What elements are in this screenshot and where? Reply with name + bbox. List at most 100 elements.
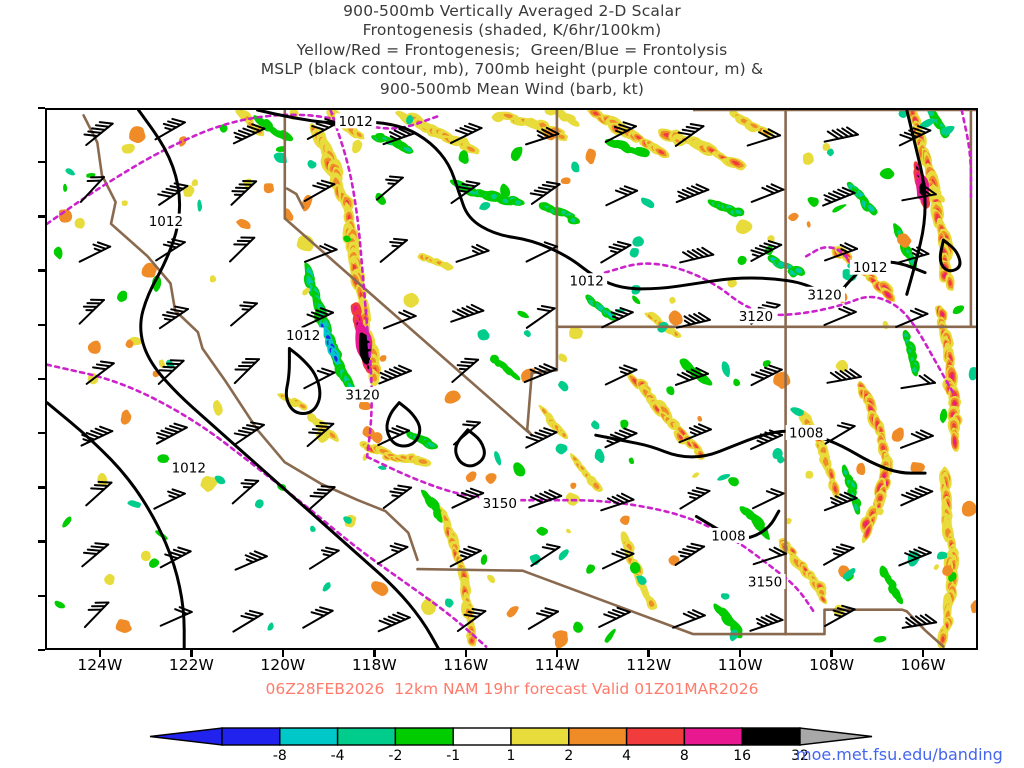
wind-barb [674, 122, 705, 147]
colorbar-tick-label: -2 [388, 748, 403, 764]
wind-barb [527, 607, 560, 630]
wind-barb [601, 548, 635, 570]
contour-label: 3120 [807, 287, 841, 303]
wind-barb [230, 301, 258, 327]
wind-barb [823, 305, 857, 327]
colorbar: -8 -4 -2 -1 1 2 4 8 16 32 [0, 726, 1024, 768]
contour-label: 1012 [853, 260, 887, 276]
lat-tick [38, 486, 45, 489]
wind-barb [529, 180, 561, 205]
wind-barb [675, 183, 710, 204]
wind-barb [824, 242, 858, 262]
lon-label: 110W [717, 656, 763, 674]
lat-tick [38, 269, 45, 272]
wind-barb [303, 243, 338, 263]
title-line-4: MSLP (black contour, mb), 700mb height (… [260, 60, 764, 79]
wind-barb [749, 613, 784, 632]
wind-barb [378, 364, 412, 385]
longitude-axis: 124W 122W 120W 118W 116W 114W 112W 110W 108W 106W [45, 650, 978, 680]
wind-barb [158, 305, 190, 330]
lat-tick [38, 323, 45, 327]
wind-barb [449, 545, 482, 568]
wind-barb [228, 236, 256, 263]
wind-barb [826, 368, 862, 384]
lon-label: 112W [626, 656, 672, 674]
wind-barb [231, 479, 260, 505]
chart-title: 900-500mb Vertically Averaged 2-D Scalar… [0, 2, 1024, 99]
wind-barb [679, 486, 711, 510]
colorbar-tick-label: -4 [330, 748, 345, 764]
lon-tick [190, 650, 193, 657]
contour-label: 1008 [789, 425, 823, 441]
wind-barb [232, 123, 266, 145]
wind-barb [155, 422, 188, 445]
lon-tick [555, 650, 559, 657]
wind-barb [302, 606, 334, 629]
wind-barb [530, 543, 561, 567]
wind-barb [751, 488, 785, 510]
contour-label: 3120 [345, 388, 379, 404]
wind-barb [450, 180, 481, 205]
wind-barb [900, 429, 934, 449]
wind-barb [604, 364, 638, 386]
wind-barb [233, 358, 260, 385]
contour-labels: 1012 1012 1012 1012 1012 3120 3120 3120 1008 1008… [145, 113, 891, 591]
lon-tick [738, 650, 742, 657]
wind-barb [752, 546, 787, 566]
wind-barb [153, 488, 186, 510]
contour-label: 1012 [286, 328, 320, 344]
contour-label: 3150 [748, 575, 782, 591]
wind-barb [232, 609, 264, 633]
lat-tick [38, 377, 45, 381]
frontogenesis-map: 1012 1012 1012 1012 1012 3120 3120 3120 1008 1008… [47, 110, 976, 648]
map-panel: 1012 1012 1012 1012 1012 3120 3120 3120 1008 1008… [38, 106, 978, 674]
wind-barb [679, 246, 715, 264]
wind-barb [674, 366, 710, 386]
wind-barb [898, 546, 932, 567]
wind-barb [900, 485, 934, 507]
title-line-5: 900-500mb Mean Wind (barb, kt) [379, 79, 645, 98]
contour-label: 3120 [739, 309, 773, 325]
colorbar-tick-label: 16 [733, 748, 752, 764]
lon-tick [647, 650, 650, 657]
lat-tick [38, 594, 45, 598]
wind-barb [308, 546, 340, 570]
lat-tick [38, 106, 45, 110]
title-line-3: Yellow/Red = Frontogenesis; Green/Blue =… [296, 40, 728, 59]
wind-barb [80, 425, 114, 447]
contour-label: 1012 [339, 114, 373, 130]
lon-tick [921, 650, 925, 657]
wind-barb [746, 128, 782, 147]
colorbar-tick-label: 1 [506, 748, 516, 764]
wind-barb [451, 357, 480, 383]
wind-barb [455, 243, 490, 263]
wind-barb [901, 185, 937, 202]
wind-barb [375, 175, 404, 201]
contour-label: 1008 [711, 528, 745, 544]
wind-barb [382, 126, 417, 146]
title-line-2: Frontogenesis (shaded, K/6hr/100km) [362, 21, 662, 40]
wind-barb [750, 183, 785, 203]
wind-barb [525, 126, 560, 146]
wind-barb [159, 546, 192, 569]
lon-tick [464, 650, 467, 657]
wind-barb [604, 121, 637, 143]
lon-tick [830, 650, 833, 657]
wind-barb [377, 425, 411, 447]
contour-label: 1012 [172, 461, 206, 477]
wind-barb [750, 429, 784, 451]
wind-barb [382, 484, 413, 509]
wind-barb [301, 307, 335, 329]
wind-barb [234, 550, 268, 571]
wind-barb [898, 125, 932, 147]
wind-barb [750, 364, 783, 387]
wind-barb [452, 420, 481, 446]
wind-barb [306, 421, 335, 448]
wind-barb [674, 542, 706, 566]
wind-barb [823, 543, 855, 566]
wind-barb [154, 117, 186, 141]
wind-barb [824, 604, 856, 628]
lon-label: 106W [900, 656, 946, 674]
colorbar-tick-label: 2 [564, 748, 574, 764]
wind-barb [159, 606, 193, 627]
